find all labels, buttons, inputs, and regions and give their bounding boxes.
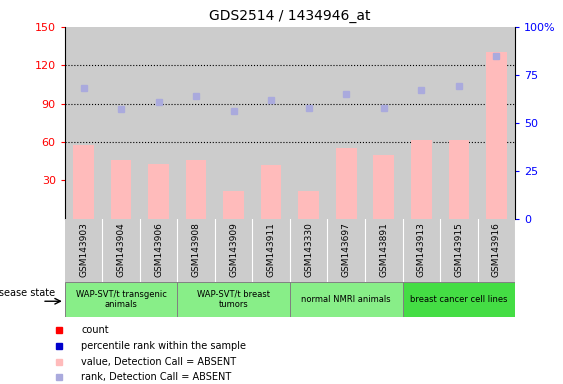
Text: GSM143906: GSM143906 <box>154 222 163 277</box>
Bar <box>336 149 356 219</box>
Bar <box>373 155 394 219</box>
Bar <box>177 282 290 317</box>
Text: GSM143915: GSM143915 <box>454 222 463 277</box>
Bar <box>328 27 365 219</box>
Bar <box>111 160 131 219</box>
Bar <box>140 27 177 219</box>
Bar <box>298 191 319 219</box>
Bar <box>215 27 252 219</box>
Text: GSM143330: GSM143330 <box>304 222 313 277</box>
Title: GDS2514 / 1434946_at: GDS2514 / 1434946_at <box>209 9 370 23</box>
Text: GSM143904: GSM143904 <box>117 222 126 277</box>
Text: rank, Detection Call = ABSENT: rank, Detection Call = ABSENT <box>81 372 231 382</box>
Bar <box>102 219 140 282</box>
Bar <box>328 219 365 282</box>
Text: GSM143913: GSM143913 <box>417 222 426 277</box>
Bar <box>449 139 469 219</box>
Bar <box>73 145 94 219</box>
Text: value, Detection Call = ABSENT: value, Detection Call = ABSENT <box>81 357 236 367</box>
Bar <box>215 219 252 282</box>
Text: GSM143697: GSM143697 <box>342 222 351 277</box>
Bar <box>148 164 169 219</box>
Text: percentile rank within the sample: percentile rank within the sample <box>81 341 247 351</box>
Text: WAP-SVT/t breast
tumors: WAP-SVT/t breast tumors <box>197 290 270 309</box>
Bar <box>140 219 177 282</box>
Bar <box>102 27 140 219</box>
Text: GSM143891: GSM143891 <box>379 222 388 277</box>
Bar <box>252 219 290 282</box>
Text: GSM143916: GSM143916 <box>492 222 501 277</box>
Text: GSM143909: GSM143909 <box>229 222 238 277</box>
Text: GSM143908: GSM143908 <box>191 222 200 277</box>
Bar <box>403 27 440 219</box>
Bar <box>486 53 507 219</box>
Text: WAP-SVT/t transgenic
animals: WAP-SVT/t transgenic animals <box>75 290 167 309</box>
Text: disease state: disease state <box>0 288 55 298</box>
Bar <box>177 27 215 219</box>
Bar <box>177 219 215 282</box>
Bar <box>186 160 207 219</box>
Bar <box>290 27 328 219</box>
Bar <box>65 282 177 317</box>
Bar <box>65 27 102 219</box>
Text: count: count <box>81 326 109 336</box>
Bar <box>477 27 515 219</box>
Bar <box>403 219 440 282</box>
Text: GSM143903: GSM143903 <box>79 222 88 277</box>
Bar <box>261 165 282 219</box>
Text: breast cancer cell lines: breast cancer cell lines <box>410 295 508 304</box>
Bar <box>477 219 515 282</box>
Bar <box>365 219 403 282</box>
Bar <box>290 219 328 282</box>
Text: GSM143911: GSM143911 <box>267 222 276 277</box>
Bar <box>440 219 477 282</box>
Bar <box>411 139 432 219</box>
Bar <box>403 282 515 317</box>
Bar <box>290 282 403 317</box>
Text: normal NMRI animals: normal NMRI animals <box>301 295 391 304</box>
Bar <box>440 27 477 219</box>
Bar <box>224 191 244 219</box>
Bar <box>252 27 290 219</box>
Bar <box>65 219 102 282</box>
Bar <box>365 27 403 219</box>
